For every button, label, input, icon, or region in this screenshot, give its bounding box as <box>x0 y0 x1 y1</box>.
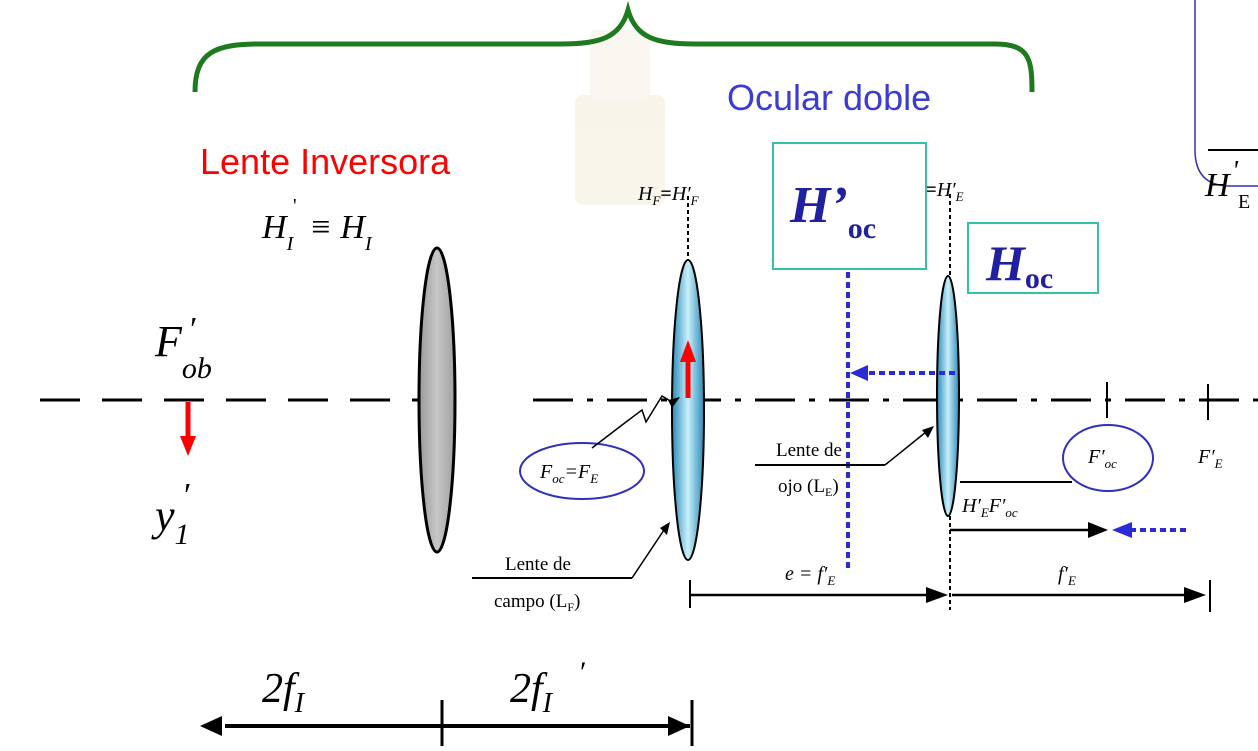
lente-campo-line1: Lente de <box>505 554 571 575</box>
two-fi-label: 2fI <box>262 666 306 719</box>
e-equals-fe-label: e = f′E <box>785 563 835 588</box>
h-oc-prime-box <box>772 142 927 270</box>
corner-formula-prime: ' <box>1232 156 1239 187</box>
he-foc-label: H′EF′oc <box>961 495 1018 520</box>
f-oc-prime-ellipse <box>1062 424 1154 492</box>
hi-prime-mark: ' <box>293 195 297 217</box>
lente-campo-pointer <box>631 522 670 579</box>
two-fi-dimension-arrow <box>200 700 694 746</box>
lente-ojo-pointer <box>884 426 934 466</box>
image-arrow-up <box>680 340 696 398</box>
h-oc-label: Hoc <box>985 235 1053 295</box>
two-fi-prime-label: 2fI <box>510 666 554 719</box>
inverter-lens <box>417 246 457 554</box>
corner-formula-sub: E <box>1238 191 1250 213</box>
hi-equiv-label: HI ≡ HI <box>261 209 373 255</box>
f-e-prime-label: F′E <box>1197 446 1223 471</box>
lente-inversora-label: Lente Inversora <box>200 141 451 182</box>
f-ob-label: Fob <box>154 317 212 385</box>
lente-campo-line2: campo (LF) <box>494 591 580 614</box>
dotted-ray-bottom <box>1112 522 1186 538</box>
lente-ojo-line1: Lente de <box>776 440 842 461</box>
e-dimension-arrow <box>689 580 948 608</box>
background-watermark <box>575 30 665 205</box>
lente-ojo-line2: ojo (LE) <box>778 476 839 499</box>
fe-dimension-arrow <box>952 580 1211 612</box>
dotted-ray-top <box>850 365 955 381</box>
ocular-doble-label: Ocular doble <box>727 77 931 118</box>
corner-formula-box <box>1194 0 1258 187</box>
field-lens <box>671 259 705 561</box>
image-arrow-down <box>180 402 196 456</box>
he-foc-arrow <box>950 522 1108 538</box>
corner-formula-H: H <box>1204 167 1232 204</box>
eye-lens <box>936 275 960 517</box>
fe-label: f′E <box>1058 563 1076 588</box>
ocular-brace <box>192 0 1035 93</box>
f-oc-equals-fe-ellipse <box>519 442 645 500</box>
zigzag-pointer <box>591 394 680 449</box>
h-oc-prime-label: H’oc <box>789 177 876 245</box>
hf-equals-hf-prime: HF=H′F <box>637 183 700 208</box>
f-oc-prime-label: F′oc <box>1087 446 1117 471</box>
two-fi-prime-mark: ′ <box>580 656 587 689</box>
f-ob-prime: ′ <box>190 311 197 348</box>
y1-label: y1 <box>151 491 190 551</box>
f-oc-equals-fe-label: Foc=FE <box>539 461 598 486</box>
y1-prime: ′ <box>184 477 191 514</box>
h-oc-box <box>967 222 1099 294</box>
